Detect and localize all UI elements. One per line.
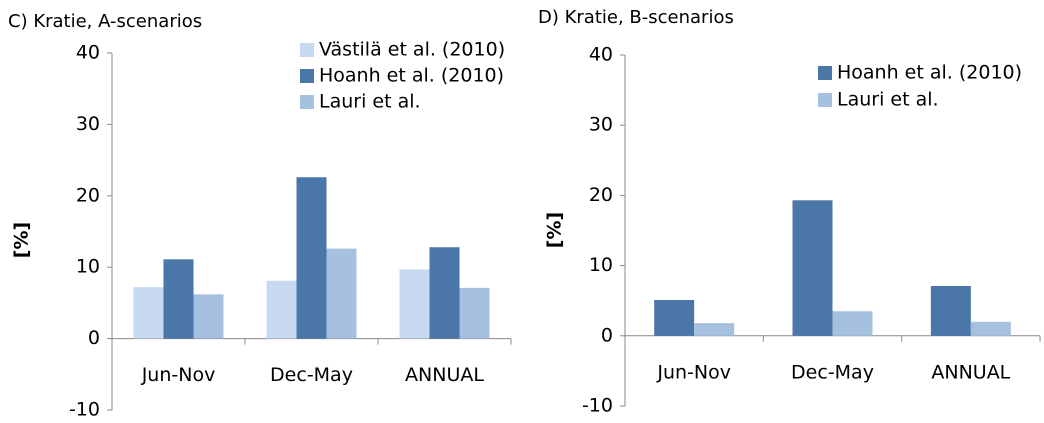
bar [266, 280, 297, 339]
x-tick-label: Dec-May [270, 364, 353, 386]
y-tick-label: 40 [76, 42, 100, 64]
legend-label: Lauri et al. [319, 91, 421, 113]
bar [694, 323, 735, 336]
chart-title: D) Kratie, B-scenarios [538, 7, 734, 28]
legend-swatch [818, 66, 832, 80]
legend-swatch [818, 93, 832, 107]
bar [930, 285, 971, 336]
bar [792, 200, 833, 336]
y-tick-label: 10 [76, 256, 100, 278]
chart-title: C) Kratie, A-scenarios [8, 11, 202, 32]
legend-swatch [300, 69, 314, 83]
x-tick-label: ANNUAL [405, 364, 484, 386]
y-tick-label: 10 [589, 254, 613, 276]
x-tick-label: Dec-May [791, 361, 874, 383]
x-tick-label: ANNUAL [931, 361, 1010, 383]
y-tick-label: 20 [589, 184, 613, 206]
x-tick-label: Jun-Nov [656, 361, 731, 383]
bar [429, 247, 460, 339]
y-tick-label: 0 [601, 324, 613, 346]
legend-label: Hoanh et al. (2010) [319, 65, 504, 87]
x-tick-label: Jun-Nov [141, 364, 216, 386]
y-tick-label: 30 [589, 114, 613, 136]
y-tick-label: -10 [582, 395, 613, 417]
bar [399, 269, 430, 339]
y-tick-label: 0 [88, 327, 100, 349]
y-tick-label: 30 [76, 113, 100, 135]
y-tick-label: -10 [69, 399, 100, 421]
y-tick-label: 20 [76, 184, 100, 206]
y-axis-label: [%] [544, 212, 566, 248]
bar [459, 287, 490, 339]
bar [654, 299, 695, 336]
y-tick-label: 40 [589, 44, 613, 66]
bar [133, 287, 164, 339]
bar [832, 311, 873, 336]
legend-swatch [300, 43, 314, 57]
y-axis-label: [%] [11, 222, 33, 258]
legend-label: Lauri et al. [837, 89, 939, 111]
legend-swatch [300, 95, 314, 109]
bar [970, 321, 1011, 336]
bar [193, 294, 224, 339]
legend-label: Hoanh et al. (2010) [837, 62, 1022, 84]
bar [296, 177, 327, 339]
bar [326, 248, 357, 339]
legend-label: Västilä et al. (2010) [319, 39, 505, 61]
bar [163, 259, 194, 339]
